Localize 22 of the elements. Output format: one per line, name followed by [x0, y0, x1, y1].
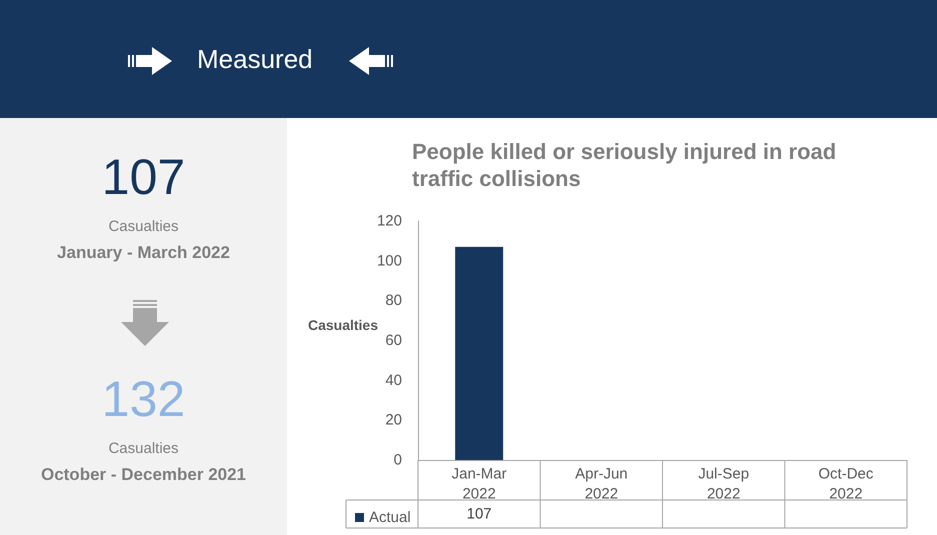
- text: 132: [100, 370, 186, 428]
- y-axis-title: Casualties: [308, 317, 378, 333]
- y-tick-label: 60: [385, 332, 402, 349]
- text: Measured: [197, 44, 313, 75]
- text: Casualties: [107, 218, 180, 235]
- text: Casualties: [107, 440, 180, 457]
- y-tick-label: 100: [376, 252, 402, 270]
- y-tick-label: 0: [394, 452, 402, 468]
- x-tick-label: Jan-Mar 2022: [452, 466, 507, 502]
- x-tick-label: Apr-Jun 2022: [575, 466, 628, 502]
- text: 107: [100, 148, 186, 206]
- y-tick-label: 120: [376, 212, 402, 230]
- x-tick-label: Oct-Dec 2022: [818, 466, 874, 502]
- x-tick-label: Jul-Sep 2022: [698, 466, 750, 502]
- y-tick-label: 20: [385, 412, 402, 429]
- text: January - March 2022: [56, 243, 231, 263]
- y-tick-label: 80: [385, 292, 402, 310]
- legend-label: Actual: [369, 509, 411, 526]
- data-label: 107: [466, 506, 492, 522]
- text: October - December 2021: [40, 465, 248, 485]
- y-tick-label: 40: [385, 372, 402, 389]
- chart-title: People killed or seriously injured in road traffic collisions: [412, 138, 838, 192]
